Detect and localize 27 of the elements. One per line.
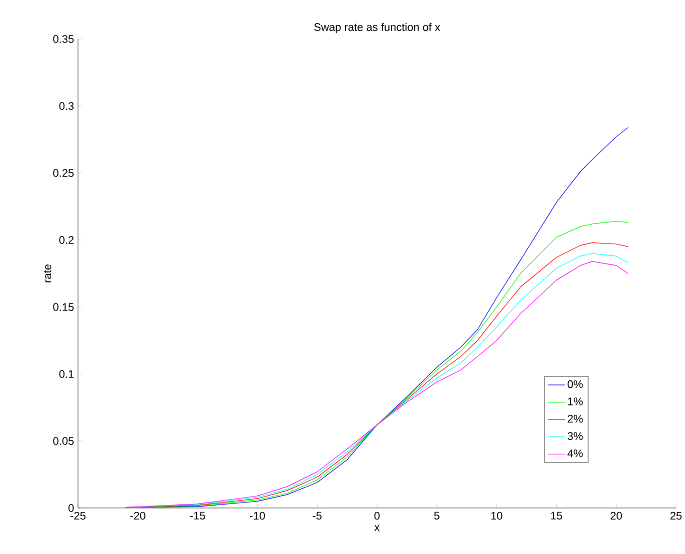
legend-label: 0% bbox=[568, 380, 583, 388]
y-tick-label: 0.3 bbox=[59, 102, 74, 110]
x-tick-label: 10 bbox=[491, 512, 502, 520]
x-tick-label: 5 bbox=[434, 512, 440, 520]
y-axis-title: rate bbox=[44, 264, 52, 282]
x-tick-label: -5 bbox=[312, 512, 322, 520]
legend-label: 4% bbox=[567, 450, 583, 458]
legend-label: 1% bbox=[568, 398, 583, 406]
x-tick-label: 0 bbox=[374, 512, 380, 520]
x-tick-label: 20 bbox=[610, 512, 622, 520]
y-tick-label: 0.1 bbox=[59, 370, 74, 378]
y-tick-label: 0.25 bbox=[53, 169, 74, 177]
x-tick-label: -25 bbox=[70, 512, 86, 520]
y-tick-label: 0.05 bbox=[53, 437, 74, 445]
x-tick-label: 25 bbox=[670, 512, 682, 520]
x-tick-label: -20 bbox=[130, 512, 146, 520]
chart-title: Swap rate as function of x bbox=[314, 22, 440, 34]
y-tick-label: 0.2 bbox=[59, 236, 74, 244]
x-tick-label: -15 bbox=[190, 512, 206, 520]
x-tick-label: -10 bbox=[250, 512, 265, 520]
y-tick-label: 0.35 bbox=[53, 35, 74, 43]
x-axis-title: x bbox=[374, 525, 380, 531]
legend-label: 2% bbox=[568, 414, 583, 423]
y-tick-label: 0.15 bbox=[53, 303, 74, 311]
legend-label: 3% bbox=[568, 432, 583, 440]
x-tick-label: 15 bbox=[551, 512, 562, 520]
y-tick-label: 0 bbox=[68, 504, 74, 512]
